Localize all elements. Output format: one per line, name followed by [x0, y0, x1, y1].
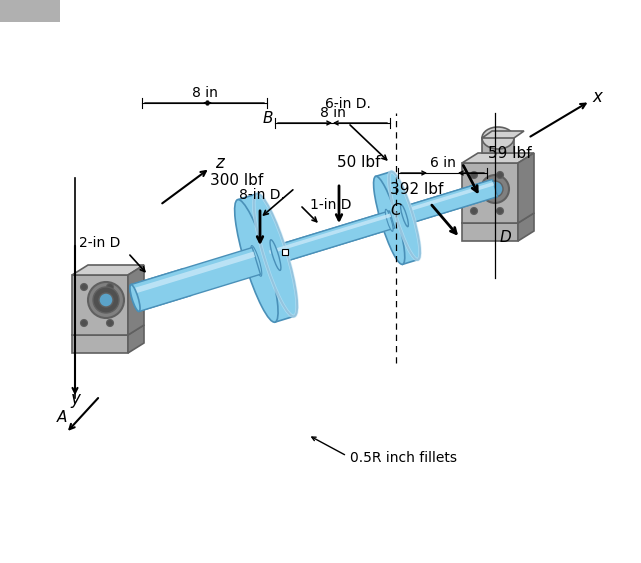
Polygon shape — [128, 325, 144, 353]
Text: 6-in D.: 6-in D. — [325, 97, 371, 111]
Ellipse shape — [470, 172, 478, 178]
Ellipse shape — [497, 208, 503, 215]
Ellipse shape — [385, 209, 393, 231]
Ellipse shape — [487, 181, 503, 197]
Ellipse shape — [81, 284, 88, 291]
Ellipse shape — [130, 284, 140, 311]
Ellipse shape — [88, 282, 124, 318]
Polygon shape — [268, 211, 395, 265]
Polygon shape — [482, 131, 524, 138]
Polygon shape — [238, 194, 294, 322]
Polygon shape — [462, 213, 534, 223]
Ellipse shape — [93, 287, 119, 313]
Text: A: A — [57, 410, 67, 425]
Ellipse shape — [482, 127, 514, 149]
Polygon shape — [72, 265, 144, 275]
Text: 392 lbf: 392 lbf — [390, 182, 444, 198]
Polygon shape — [133, 182, 494, 296]
Ellipse shape — [130, 284, 140, 311]
Text: 2-in D: 2-in D — [79, 236, 120, 250]
Ellipse shape — [81, 319, 88, 327]
Text: 50 lbf: 50 lbf — [337, 155, 381, 170]
Ellipse shape — [106, 284, 113, 291]
Text: 59 lbf: 59 lbf — [488, 145, 531, 160]
Text: 8-in D.: 8-in D. — [239, 188, 285, 202]
Polygon shape — [128, 265, 144, 335]
Polygon shape — [399, 180, 497, 225]
Bar — [482, 138, 514, 153]
Ellipse shape — [251, 245, 262, 276]
Polygon shape — [269, 213, 391, 254]
Ellipse shape — [254, 194, 297, 316]
Bar — [0, 0, 60, 22]
Bar — [72, 275, 128, 335]
Text: x: x — [592, 88, 602, 106]
Ellipse shape — [389, 172, 420, 260]
Polygon shape — [376, 172, 418, 265]
Polygon shape — [518, 213, 534, 241]
Text: 0.5R inch fillets: 0.5R inch fillets — [350, 451, 457, 465]
Text: C: C — [390, 203, 401, 218]
Ellipse shape — [374, 176, 404, 265]
Ellipse shape — [270, 240, 281, 270]
Polygon shape — [131, 248, 260, 311]
Bar — [462, 223, 518, 241]
Text: 8 in: 8 in — [320, 106, 346, 120]
Polygon shape — [462, 153, 534, 163]
Text: 300 lbf: 300 lbf — [210, 173, 263, 188]
Text: z: z — [215, 154, 224, 172]
Text: 6 in: 6 in — [430, 156, 456, 170]
Ellipse shape — [106, 319, 113, 327]
Text: y: y — [70, 390, 80, 408]
Ellipse shape — [481, 175, 509, 203]
Polygon shape — [72, 325, 144, 335]
Ellipse shape — [235, 200, 278, 322]
Text: 1-in D: 1-in D — [310, 198, 351, 212]
Bar — [462, 163, 518, 223]
Polygon shape — [132, 272, 187, 294]
Text: B: B — [263, 111, 273, 126]
Ellipse shape — [401, 204, 408, 227]
Bar — [72, 335, 128, 353]
Polygon shape — [518, 153, 534, 223]
Ellipse shape — [99, 293, 113, 307]
Polygon shape — [132, 252, 255, 294]
Polygon shape — [133, 180, 497, 307]
Text: D: D — [500, 230, 512, 245]
Text: 8 in: 8 in — [192, 86, 218, 100]
Ellipse shape — [470, 208, 478, 215]
Polygon shape — [400, 182, 494, 214]
Ellipse shape — [497, 172, 503, 178]
Polygon shape — [131, 269, 192, 311]
